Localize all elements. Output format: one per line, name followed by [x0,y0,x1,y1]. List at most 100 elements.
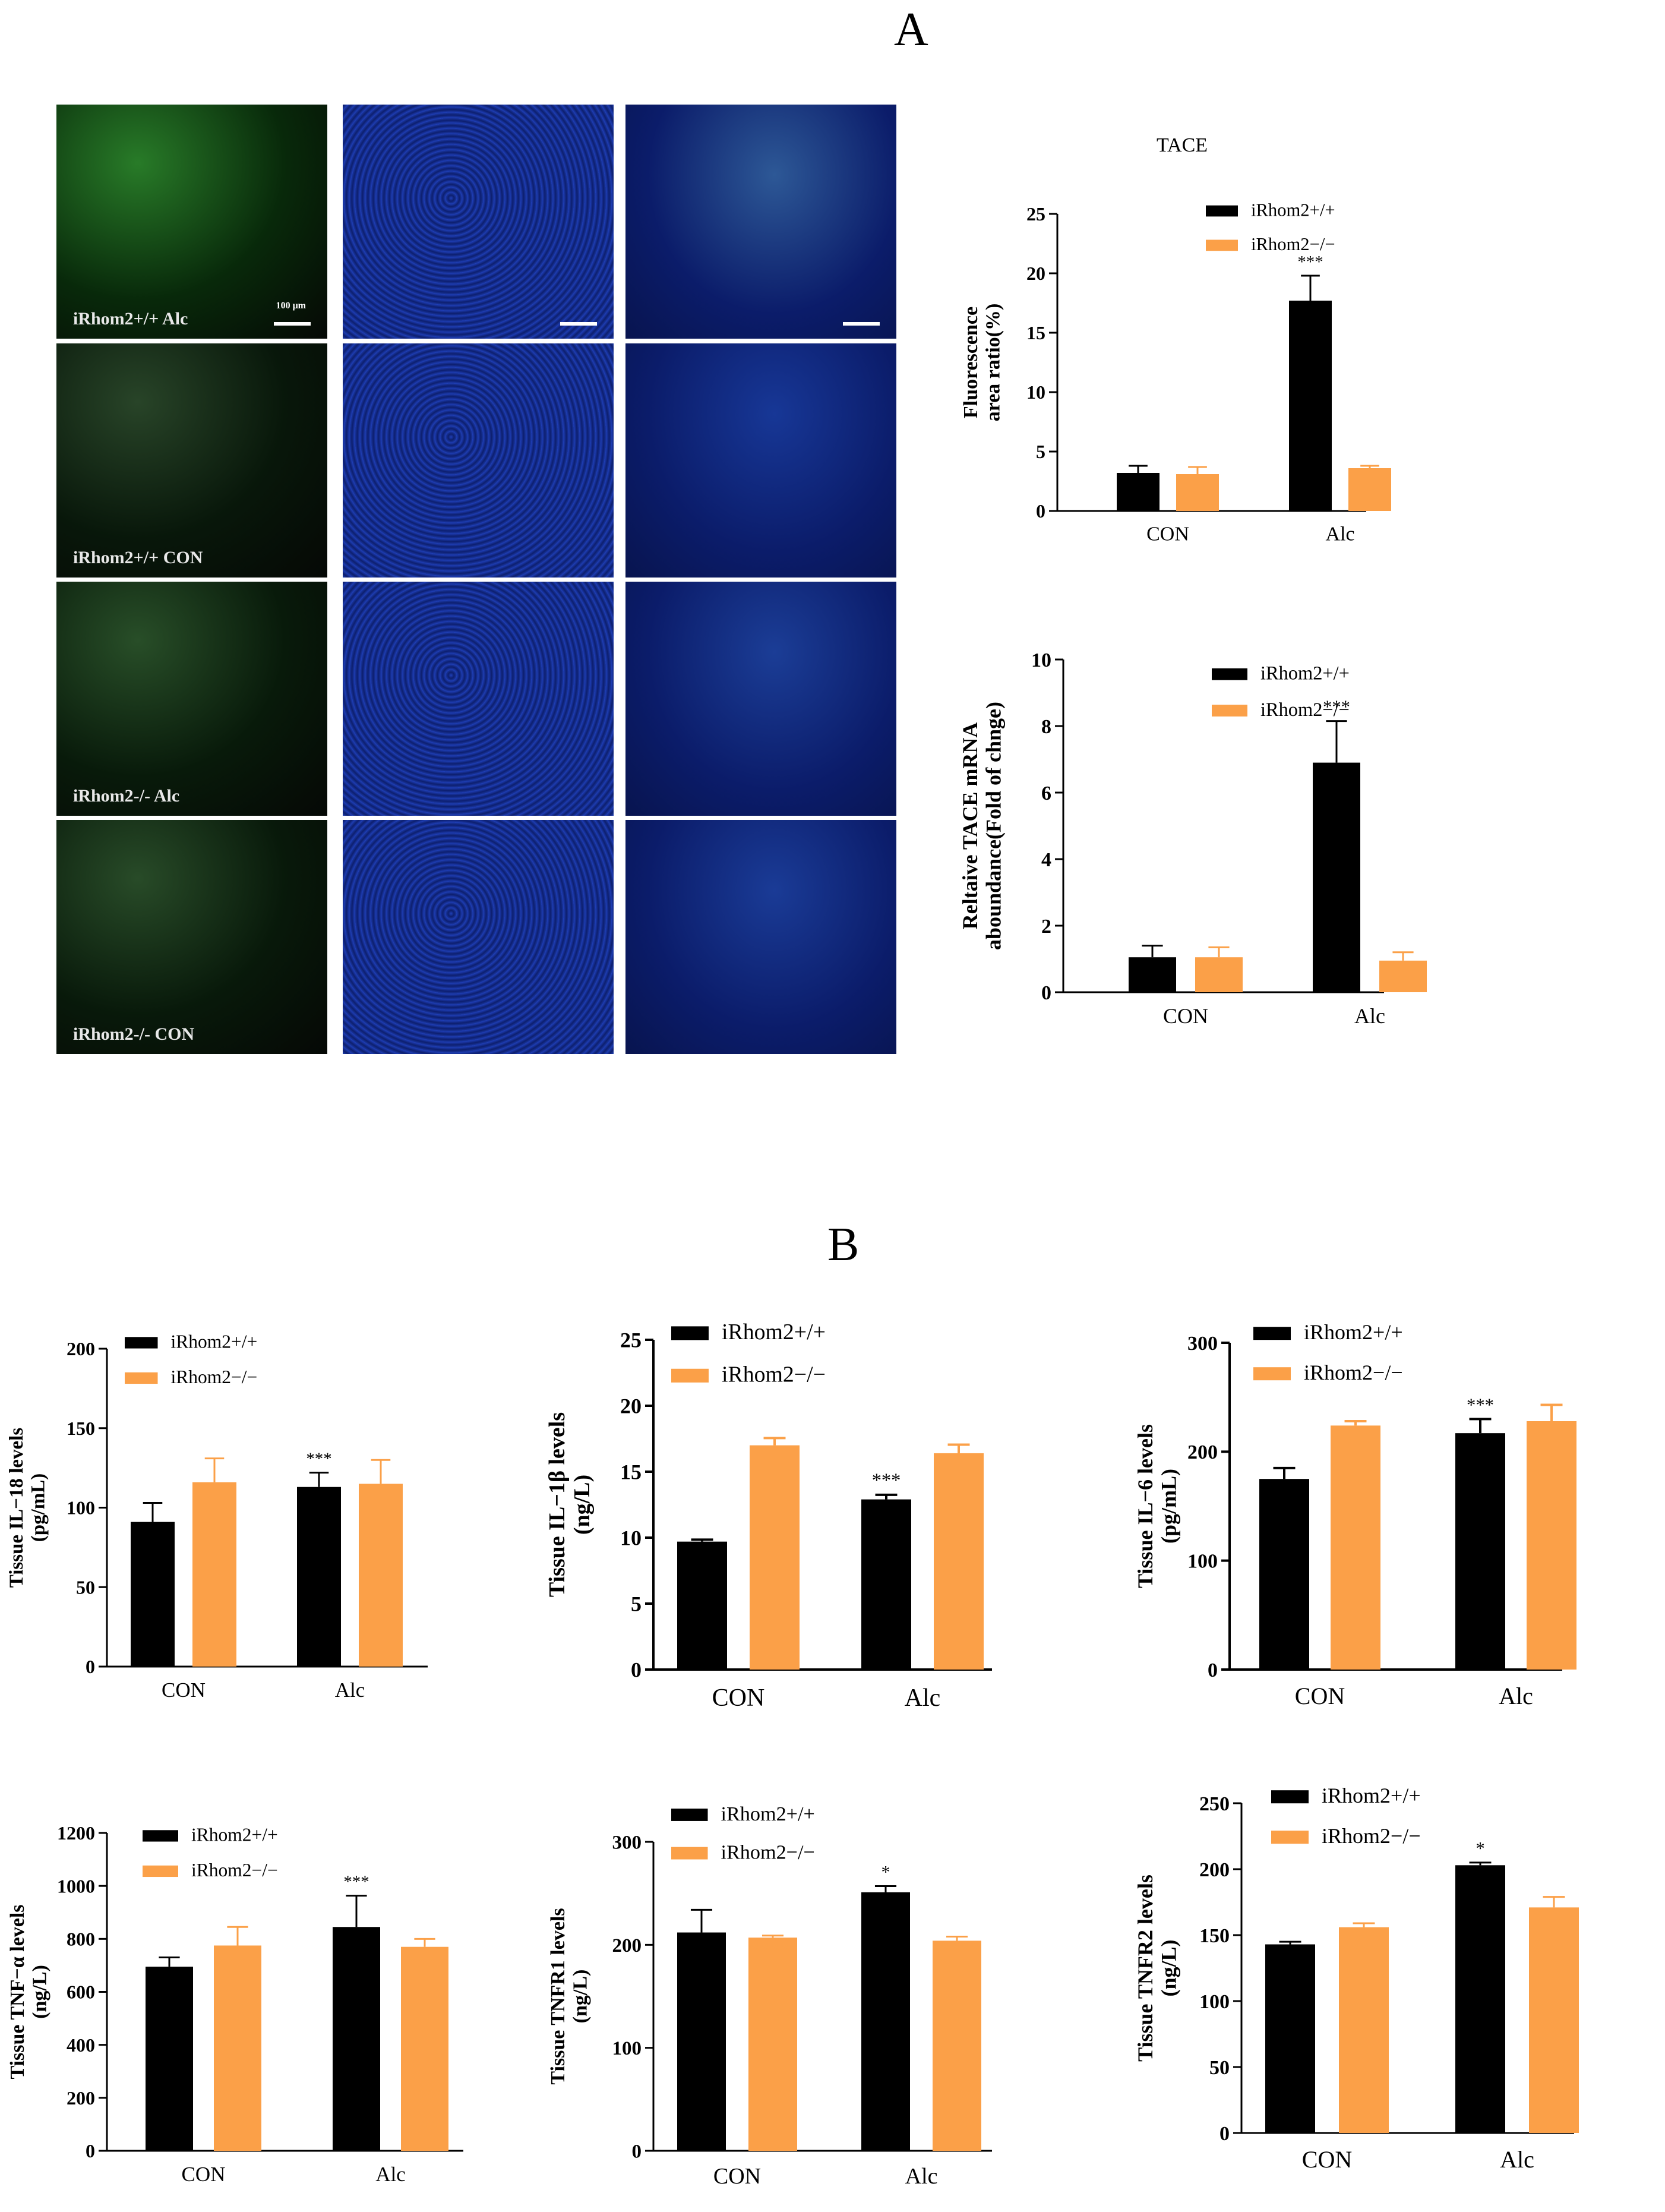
legend-swatch [125,1337,158,1349]
chart-tnfa: 0 200 400 600 800 1000 1200 Tissue TNF−α levels… [7,1822,463,2186]
y-axis-label: Tissue TNF−α levels(ng/L) [7,1904,50,2079]
y-tick-label: 300 [612,1832,642,1854]
micrograph-label: iRhom2+/+ CON [73,548,203,567]
legend-swatch [671,1809,708,1821]
y-axis-label-line: (ng/L) [1157,1939,1181,1996]
legend-swatch [1206,205,1238,217]
y-axis-label-line: area ratio(%) [982,304,1004,422]
y-tick-label: 300 [1187,1333,1218,1355]
bar-ko-con [1195,957,1243,992]
y-axis-label-line: Fluorescence [960,307,982,418]
y-tick-label: 50 [76,1576,95,1598]
scale-bar [560,322,597,326]
bar-ko-con [1339,1927,1389,2133]
bar-ko-alc [401,1946,448,2151]
x-tick-label: CON [182,2163,226,2186]
bar-wt-alc [861,1499,911,1670]
y-axis-label-line: (ng/L) [569,1970,591,2024]
y-tick-label: 600 [67,1981,95,2003]
y-axis-label: Tissue IL−6 levels(pg/mL) [1133,1424,1181,1588]
legend-label: iRhom2+/+ [1260,663,1350,684]
y-tick-label: 800 [67,1929,95,1950]
micrograph-r4-c3 [625,820,896,1054]
legend-swatch [125,1372,158,1384]
legend-swatch [671,1368,709,1383]
x-tick-label: Alc [1500,2146,1534,2173]
y-tick-label: 150 [1199,1925,1230,1947]
bar-wt-con [1129,957,1176,992]
micrograph-r1-c3 [625,105,896,339]
y-tick-label: 25 [620,1329,642,1352]
bar-ko-alc [933,1940,981,2151]
micrograph-r1-c2 [343,105,614,339]
y-tick-label: 100 [612,2038,642,2059]
chart-il6: 0 100 200 300 Tissue IL−6 levels(pg/mL) CON Al… [1133,1320,1576,1709]
y-tick-label: 100 [1187,1551,1218,1573]
y-tick-label: 0 [86,1656,95,1677]
bar-wt-alc [1455,1433,1505,1670]
x-tick-label: CON [1146,523,1189,545]
y-axis-label-line: aboundance(Fold of chnge) [982,702,1006,950]
bar-wt-con [146,1967,193,2151]
y-tick-label: 200 [67,2087,95,2109]
micrograph-r2-c3 [625,343,896,578]
panel-label-b: B [827,1219,860,1271]
y-tick-label: 200 [67,1338,95,1359]
significance-marker: *** [306,1450,331,1469]
chart-il1b: 0 5 10 15 20 25 Tissue IL−1β levels(ng/L) CON Al… [545,1320,992,1712]
legend-label: iRhom2+/+ [1304,1320,1403,1344]
micrograph-label: iRhom2-/- Alc [73,786,180,806]
bar-ko-alc [1529,1907,1579,2133]
legend-swatch [1271,1790,1309,1804]
y-axis-label-line: (pg/mL) [27,1473,49,1542]
legend-label: iRhom2+/+ [1322,1784,1421,1807]
bar-wt-alc [1455,1865,1505,2133]
bar-wt-con [131,1522,175,1667]
micrograph-r3-c1: iRhom2-/- Alc [56,582,327,816]
significance-marker: *** [1297,253,1323,272]
micrograph-label: iRhom2+/+ Alc [73,309,188,329]
legend-label: iRhom2+/+ [722,1320,826,1345]
micrograph-r4-c1: iRhom2-/- CON [56,820,327,1054]
chart-tace-fluorescence: 0 5 10 15 20 25 Fluorescencearea ratio(%) TACE C… [960,134,1391,545]
legend-swatch [143,1865,178,1877]
y-tick-label: 5 [1036,441,1045,462]
y-tick-label: 1200 [57,1822,95,1844]
x-tick-label: CON [162,1678,206,1702]
legend-swatch [671,1326,709,1340]
micrograph-r3-c2 [343,582,614,816]
significance-marker: * [1476,1838,1484,1858]
legend-label: iRhom2+/+ [171,1331,258,1352]
micrograph-r2-c1: iRhom2+/+ CON [56,343,327,578]
y-axis-label-line: Tissue IL−18 levels [6,1428,27,1588]
bar-wt-alc [861,1892,910,2151]
x-tick-label: Alc [1354,1004,1385,1028]
bar-ko-con [1331,1425,1380,1670]
bar-ko-alc [1527,1421,1576,1670]
x-tick-label: CON [1302,2146,1352,2173]
y-tick-label: 200 [1187,1441,1218,1463]
y-tick-label: 0 [1041,982,1051,1004]
y-tick-label: 8 [1041,716,1051,738]
significance-marker: *** [1323,697,1350,717]
y-axis-label: Tissue IL−1β levels(ng/L) [545,1412,595,1597]
legend-swatch [671,1847,708,1860]
scale-bar [274,322,311,326]
y-axis-label-line: Tissue TNF−α levels [7,1904,29,2079]
y-tick-label: 6 [1041,782,1051,804]
bar-wt-con [1259,1479,1309,1670]
y-axis-label-line: Tissue IL−1β levels [545,1412,570,1597]
micrograph-r1-c1: iRhom2+/+ Alc 100 μm [56,105,327,339]
y-tick-label: 10 [620,1526,642,1550]
chart-tnfr1: 0 100 200 300 Tissue TNFR1 levels(ng/L) CON Al… [547,1803,992,2189]
legend-label: iRhom2+/+ [721,1803,815,1825]
bar-ko-con [748,1938,797,2151]
bar-ko-con [1176,474,1219,511]
y-tick-label: 0 [86,2140,95,2161]
y-axis-label: Tissue IL−18 levels(pg/mL) [6,1428,49,1588]
x-tick-label: Alc [1325,523,1354,545]
x-tick-label: Alc [335,1678,365,1702]
bar-ko-con [214,1945,261,2151]
legend-label: iRhom2−/− [722,1362,826,1387]
y-axis-label-line: Tissue TNFR2 levels [1133,1875,1157,2062]
